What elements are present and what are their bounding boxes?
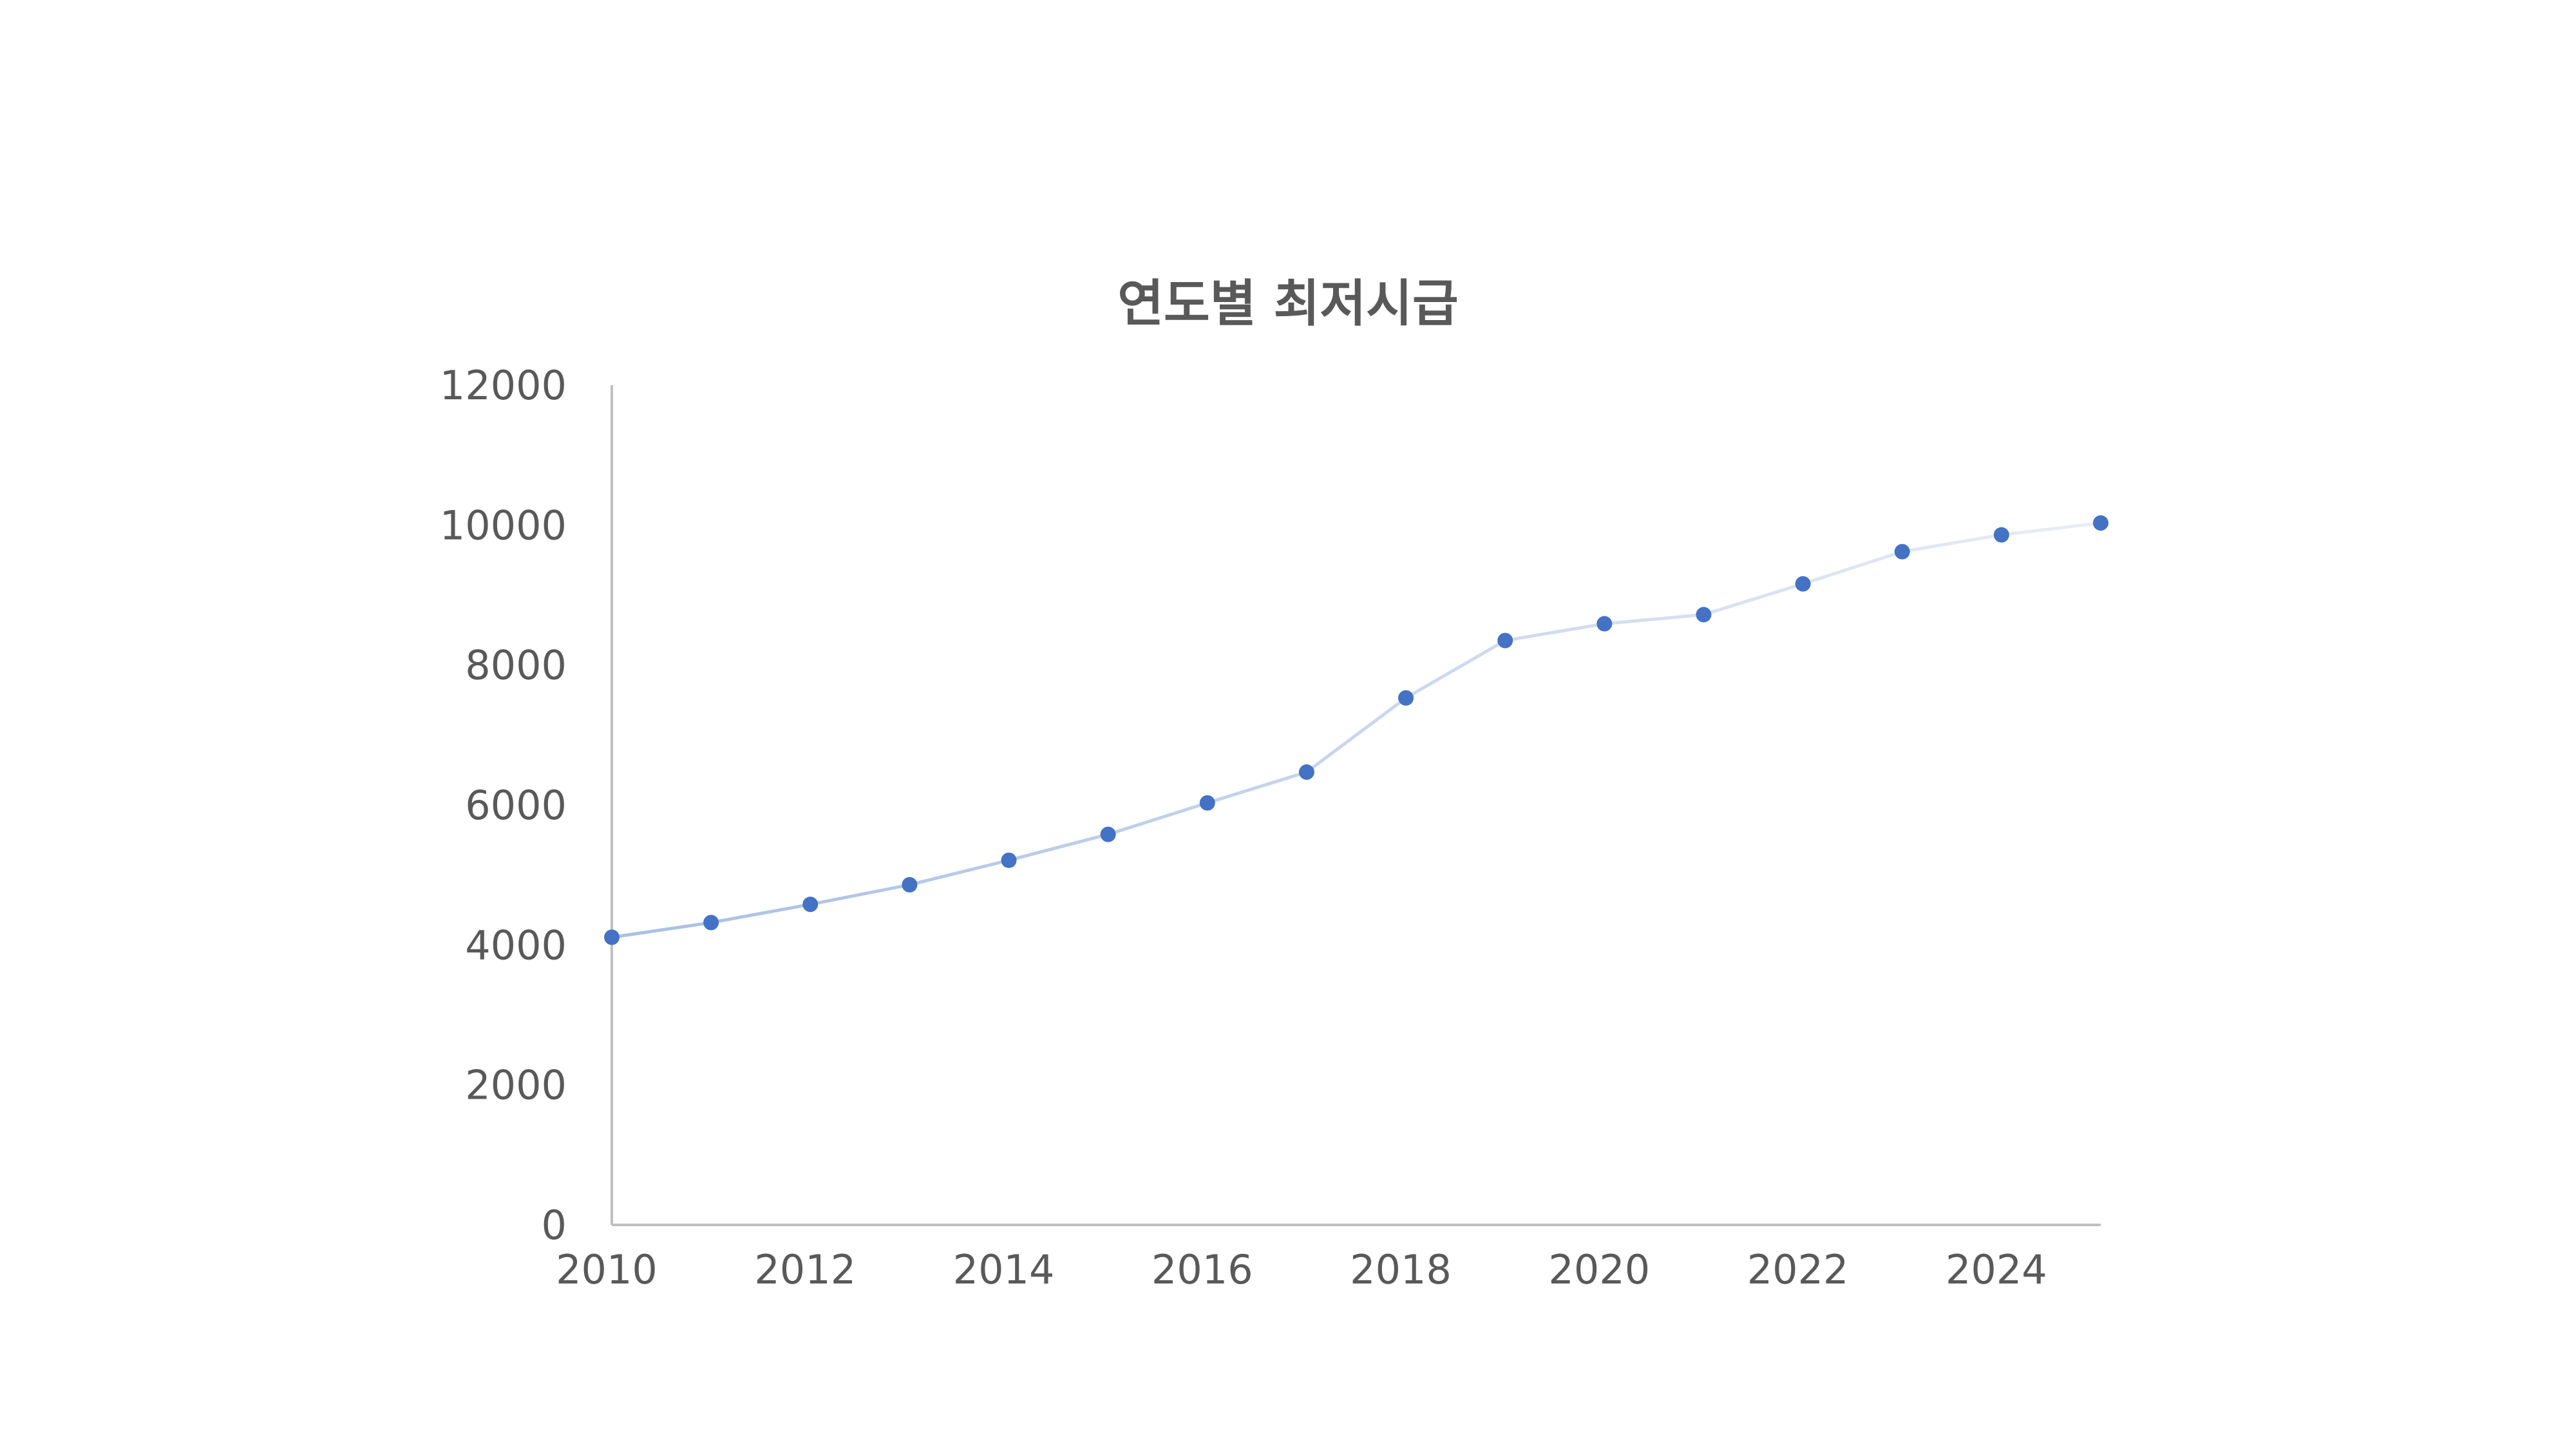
data-point [902,876,918,893]
y-tick-label: 10000 [440,502,567,549]
y-tick-label: 8000 [465,642,567,689]
x-tick-label: 2012 [754,1246,856,1293]
x-axis-tick-labels: 2010 2012 2014 2016 2018 2020 2022 2024 [556,1246,2047,1293]
y-tick-label: 2000 [465,1062,567,1109]
data-point [1894,544,1910,560]
data-point [1497,632,1513,649]
data-point [1596,616,1613,632]
data-point [1696,607,1712,623]
data-point [1795,576,1811,592]
data-point [1398,690,1414,706]
data-point [1001,852,1017,868]
y-tick-label: 4000 [465,922,567,969]
y-tick-label: 6000 [465,782,567,829]
data-point [703,914,719,931]
x-tick-label: 2016 [1151,1246,1253,1293]
y-tick-label: 12000 [440,362,567,409]
data-point [1199,795,1215,811]
x-tick-label: 2024 [1946,1246,2047,1293]
data-point [1993,527,2009,543]
x-tick-label: 2020 [1548,1246,1650,1293]
x-tick-label: 2022 [1747,1246,1849,1293]
data-point [1100,826,1116,842]
x-tick-label: 2010 [556,1246,658,1293]
data-point [802,896,819,913]
x-tick-label: 2014 [953,1246,1055,1293]
data-point [604,929,620,945]
data-point [2093,515,2108,531]
series-line [610,521,2103,939]
y-axis-tick-labels: 0 2000 4000 6000 8000 10000 12000 [440,362,567,1249]
chart-title: 연도별 최저시급 [1117,275,1458,333]
x-tick-label: 2018 [1350,1246,1452,1293]
series-points [604,515,2108,945]
data-point [1298,764,1314,780]
y-tick-label: 0 [542,1202,567,1249]
